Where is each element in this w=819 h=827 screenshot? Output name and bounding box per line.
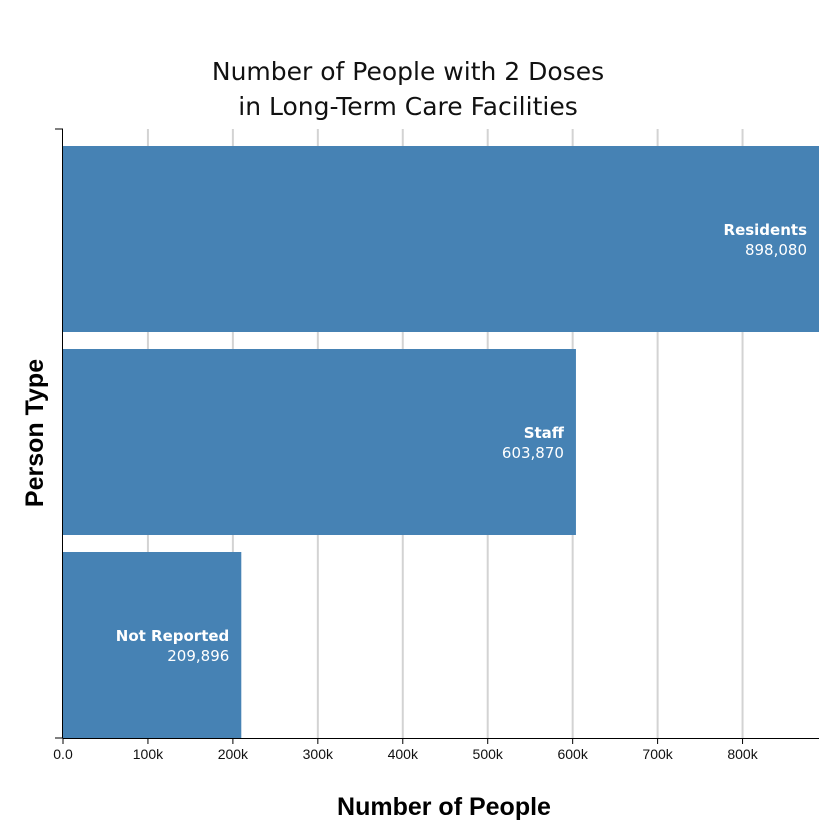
y-axis-title: Person Type [21, 359, 49, 507]
bar-labels: Residents 898,080 Staff 603,870 Not Reported… [116, 221, 807, 665]
bar-residents [63, 146, 819, 332]
bar-category-label: Not Reported [116, 627, 230, 645]
x-tick-label: 600k [557, 746, 588, 762]
x-tick-label: 300k [303, 746, 334, 762]
x-tick-label: 100k [133, 746, 164, 762]
x-tick-label: 400k [388, 746, 419, 762]
bar-value-label: 209,896 [167, 647, 229, 665]
bar-value-label: 603,870 [502, 444, 564, 462]
axes: 0.0 100k 200k 300k 400k 500k 600k 700k 800k [53, 128, 819, 762]
bar-not-reported [63, 552, 242, 738]
bars [63, 146, 819, 738]
x-axis-title: Number of People [337, 793, 551, 821]
bar-value-label: 898,080 [745, 241, 807, 259]
x-tick-label: 500k [473, 746, 504, 762]
chart-title-line-1: Number of People with 2 Doses [212, 57, 604, 86]
bar-category-label: Staff [524, 424, 565, 442]
x-tick-label: 700k [642, 746, 673, 762]
x-tick-label: 200k [218, 746, 249, 762]
x-tick-label: 800k [727, 746, 758, 762]
x-tick-label: 0.0 [53, 746, 73, 762]
chart-title-line-2: in Long-Term Care Facilities [238, 92, 577, 121]
bar-category-label: Residents [724, 221, 808, 239]
bar-staff [63, 349, 576, 535]
